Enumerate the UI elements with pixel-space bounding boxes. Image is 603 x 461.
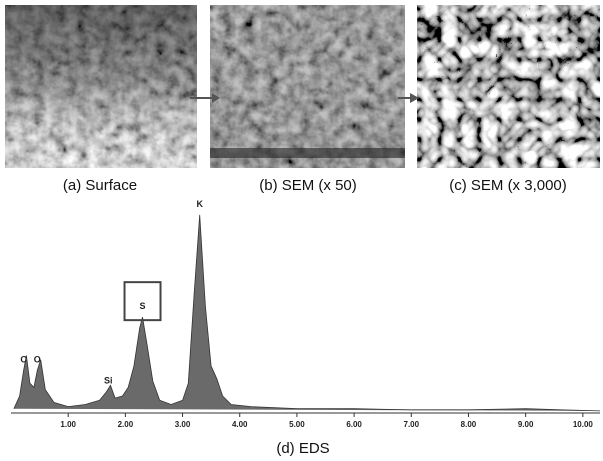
x-tick-label: 9.00: [518, 420, 534, 429]
x-tick-label: 1.00: [60, 420, 76, 429]
peak-label: S: [140, 301, 146, 311]
highlight-box: [123, 281, 162, 322]
x-tick-label: 4.00: [232, 420, 248, 429]
x-tick-label: 2.00: [118, 420, 134, 429]
x-tick-label: 8.00: [461, 420, 477, 429]
x-tick-label: 5.00: [289, 420, 305, 429]
caption: (b) SEM (x 50): [259, 177, 357, 194]
peak-label: O: [34, 354, 41, 364]
caption: (a) Surface: [63, 177, 137, 194]
spectrum: [13, 214, 601, 412]
peak-label: Si: [104, 376, 113, 386]
image-sem-3000: [417, 5, 600, 168]
peak-label: C: [20, 354, 27, 364]
caption: (d) EDS: [276, 440, 329, 457]
image-surface: [5, 5, 197, 168]
x-tick-label: 3.00: [175, 420, 191, 429]
peak-label: K: [196, 199, 203, 209]
arrow: [190, 93, 419, 103]
x-tick-label: 6.00: [346, 420, 362, 429]
x-tick-label: 10.00: [573, 420, 594, 429]
x-tick-label: 7.00: [404, 420, 420, 429]
image-sem-50: [210, 5, 405, 168]
caption: (c) SEM (x 3,000): [449, 177, 567, 194]
